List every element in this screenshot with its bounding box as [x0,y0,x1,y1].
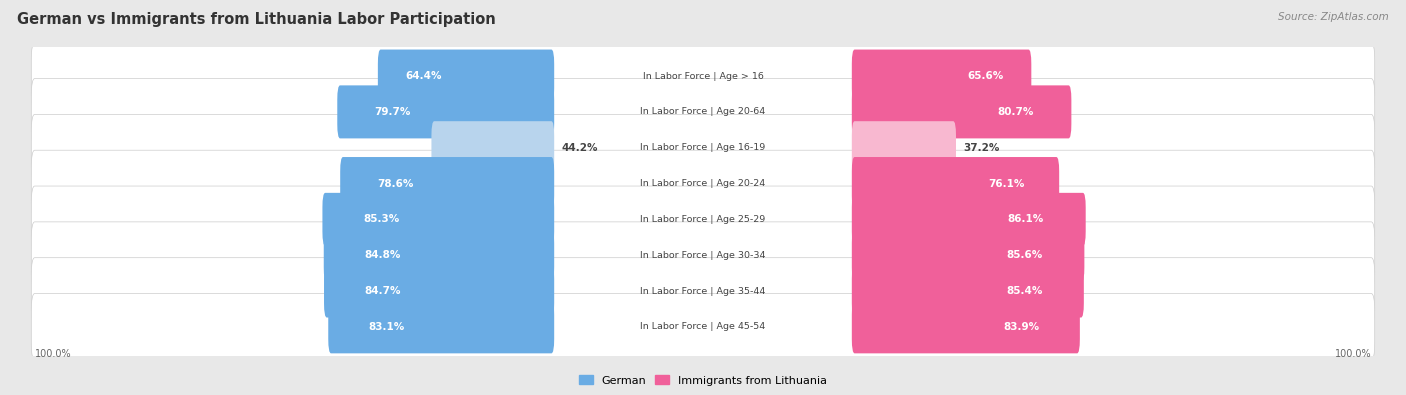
Text: German vs Immigrants from Lithuania Labor Participation: German vs Immigrants from Lithuania Labo… [17,12,496,27]
Text: In Labor Force | Age 30-34: In Labor Force | Age 30-34 [640,251,766,260]
Text: In Labor Force | Age 35-44: In Labor Force | Age 35-44 [640,286,766,295]
FancyBboxPatch shape [852,121,956,174]
FancyBboxPatch shape [31,150,1375,217]
FancyBboxPatch shape [852,85,1071,138]
FancyBboxPatch shape [31,115,1375,181]
FancyBboxPatch shape [31,293,1375,360]
Text: 79.7%: 79.7% [374,107,411,117]
Text: 80.7%: 80.7% [997,107,1033,117]
Text: 83.1%: 83.1% [368,322,405,332]
Text: In Labor Force | Age 16-19: In Labor Force | Age 16-19 [640,143,766,152]
FancyBboxPatch shape [31,186,1375,253]
Text: 84.7%: 84.7% [364,286,401,296]
FancyBboxPatch shape [852,193,1085,246]
Text: In Labor Force | Age 25-29: In Labor Force | Age 25-29 [640,215,766,224]
FancyBboxPatch shape [31,79,1375,145]
FancyBboxPatch shape [322,193,554,246]
FancyBboxPatch shape [852,49,1032,103]
FancyBboxPatch shape [31,258,1375,324]
Text: 78.6%: 78.6% [377,179,413,188]
FancyBboxPatch shape [378,49,554,103]
Text: 76.1%: 76.1% [988,179,1024,188]
Text: 83.9%: 83.9% [1004,322,1039,332]
Text: 37.2%: 37.2% [963,143,1000,153]
Text: 65.6%: 65.6% [967,71,1004,81]
FancyBboxPatch shape [852,157,1059,210]
Text: 44.2%: 44.2% [562,143,599,153]
FancyBboxPatch shape [432,121,554,174]
Text: 84.8%: 84.8% [364,250,401,260]
Text: In Labor Force | Age 20-64: In Labor Force | Age 20-64 [640,107,766,117]
FancyBboxPatch shape [323,265,554,318]
FancyBboxPatch shape [323,229,554,282]
Text: 85.3%: 85.3% [364,214,399,224]
Text: 100.0%: 100.0% [35,349,72,359]
FancyBboxPatch shape [31,43,1375,109]
FancyBboxPatch shape [31,222,1375,288]
Text: 64.4%: 64.4% [405,71,441,81]
FancyBboxPatch shape [328,300,554,354]
FancyBboxPatch shape [852,300,1080,354]
Text: Source: ZipAtlas.com: Source: ZipAtlas.com [1278,12,1389,22]
Text: In Labor Force | Age > 16: In Labor Force | Age > 16 [643,71,763,81]
Legend: German, Immigrants from Lithuania: German, Immigrants from Lithuania [575,371,831,390]
Text: 85.4%: 85.4% [1007,286,1043,296]
Text: 85.6%: 85.6% [1007,250,1043,260]
FancyBboxPatch shape [852,265,1084,318]
Text: In Labor Force | Age 45-54: In Labor Force | Age 45-54 [640,322,766,331]
FancyBboxPatch shape [852,229,1084,282]
Text: 100.0%: 100.0% [1334,349,1371,359]
Text: In Labor Force | Age 20-24: In Labor Force | Age 20-24 [640,179,766,188]
FancyBboxPatch shape [340,157,554,210]
Text: 86.1%: 86.1% [1008,214,1045,224]
FancyBboxPatch shape [337,85,554,138]
